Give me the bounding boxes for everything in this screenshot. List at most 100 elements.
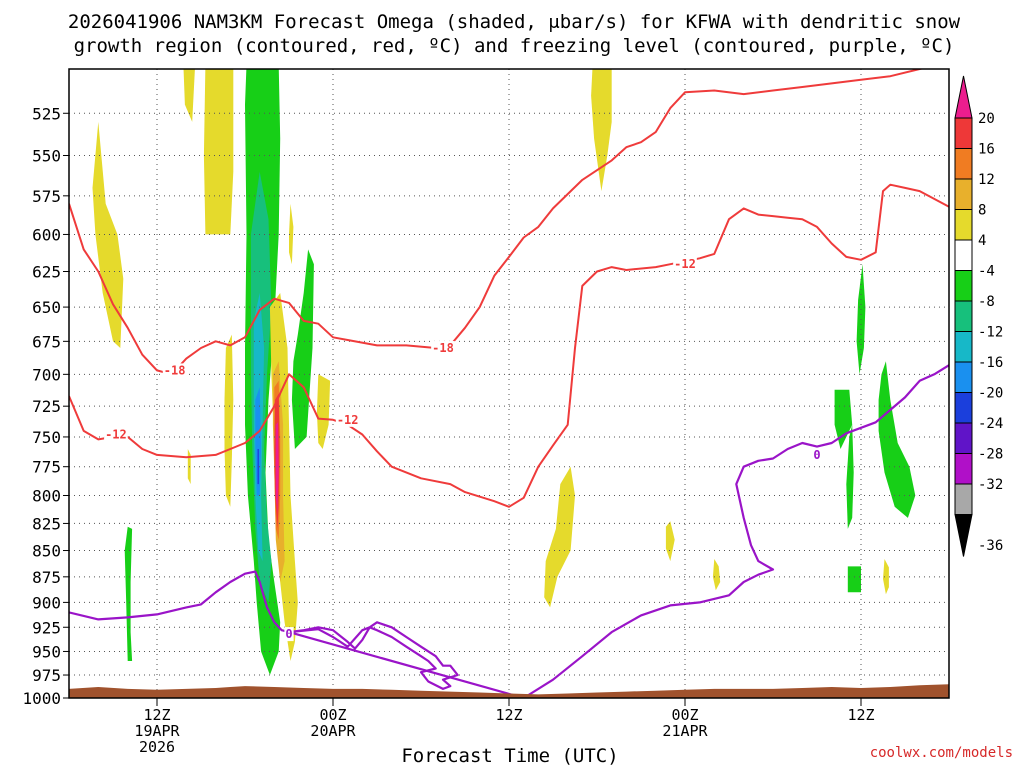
x-axis-label: Forecast Time (UTC) [401, 745, 618, 767]
x-tick-label: 12Z [143, 706, 170, 724]
chart-title-line1: 2026041906 NAM3KM Forecast Omega (shaded… [68, 11, 961, 33]
contour-label-background [812, 447, 822, 462]
contour-label-background [335, 412, 360, 427]
colorbar-tick-label: -28 [978, 447, 1003, 463]
omega-shading [92, 69, 916, 675]
colorbar-bin [954, 392, 973, 424]
y-tick-label: 700 [32, 365, 61, 384]
omega-shaded-region [289, 203, 294, 265]
colorbar-tick-label: 8 [978, 203, 986, 219]
y-tick-label: 925 [32, 618, 61, 637]
x-tick-label: 19APR [134, 722, 180, 740]
omega-shaded-region [291, 249, 314, 449]
x-tick-label: 00Z [671, 706, 698, 724]
colorbar-bin [954, 361, 973, 393]
colorbar-bottom-arrow [954, 514, 973, 557]
x-tick-label: 2026 [139, 738, 175, 756]
y-tick-label: 525 [32, 104, 61, 123]
y-tick-label: 800 [32, 487, 61, 506]
colorbar-tick-label: -8 [978, 294, 995, 310]
credit-text: coolwx.com/models [870, 745, 1013, 761]
colorbar-bin [954, 331, 973, 363]
y-tick-label: 675 [32, 332, 61, 351]
colorbar-tick-label: 4 [978, 233, 986, 249]
contour-label-background [431, 341, 455, 356]
colorbar-bin [954, 453, 973, 485]
omega-shaded-region [712, 559, 721, 591]
contour-labels: -18 -18 -12 -12 -12 0 0 [104, 257, 822, 642]
contour-dendritic [69, 183, 949, 508]
omega-shaded-region [275, 422, 279, 513]
y-tick-label: 625 [32, 262, 61, 281]
colorbar-bin [954, 209, 973, 241]
y-tick-label: 575 [32, 187, 61, 206]
colorbar: 20 16 12 8 4 -4 -8 -12 -16 -20 -24 -28 -32 -36 [954, 75, 1003, 557]
colorbar-tick-label: -4 [978, 264, 995, 280]
colorbar-tick-label: -16 [978, 355, 1003, 371]
colorbar-tick-label: 12 [978, 172, 995, 188]
contour-label: -18 [432, 341, 454, 355]
omega-shaded-region [255, 387, 262, 496]
y-tick-label: 875 [32, 568, 61, 587]
omega-shaded-region [92, 121, 124, 349]
colorbar-bin [954, 117, 973, 149]
colorbar-bin [954, 239, 973, 271]
y-tick-label: 1000 [22, 689, 61, 708]
x-tick-label: 12Z [847, 706, 874, 724]
contour-label: -18 [164, 363, 186, 377]
omega-shaded-region [846, 424, 854, 529]
chart-title-line2: growth region (contoured, red, ºC) and f… [74, 35, 955, 57]
terrain-fill [69, 684, 949, 698]
omega-shaded-region [847, 566, 861, 593]
colorbar-bin [954, 422, 973, 454]
omega-shaded-region [878, 361, 916, 518]
y-tick-label: 750 [32, 428, 61, 447]
y-tick-label: 550 [32, 146, 61, 165]
contour-label-background [673, 257, 697, 272]
colorbar-tick-label: 20 [978, 111, 995, 127]
y-tick-label: 725 [32, 397, 61, 416]
omega-shaded-region [834, 389, 853, 449]
y-tick-label: 850 [32, 542, 61, 561]
y-tick-label: 775 [32, 458, 61, 477]
plot-area [69, 69, 949, 698]
contour-freezing [69, 364, 949, 698]
y-tick-label: 900 [32, 593, 61, 612]
contour-dendritic [69, 69, 924, 376]
omega-shaded-region [124, 526, 133, 661]
colorbar-tick-label: -36 [978, 538, 1003, 554]
colorbar-tick-label: -20 [978, 386, 1003, 402]
omega-shaded-region [665, 521, 675, 562]
omega-shaded-region [203, 69, 234, 235]
contour-label: -12 [105, 428, 127, 442]
omega-shaded-region [183, 69, 195, 122]
y-tick-label: 650 [32, 298, 61, 317]
y-tick-label: 950 [32, 642, 61, 661]
x-tick-label: 00Z [319, 706, 346, 724]
colorbar-tick-label: -24 [978, 416, 1003, 432]
colorbar-bin [954, 300, 973, 332]
contour-label: 0 [285, 627, 292, 641]
y-tick-label: 975 [32, 666, 61, 685]
colorbar-bin [954, 148, 973, 180]
omega-shaded-region [883, 559, 889, 595]
gridlines [69, 69, 949, 698]
y-axis: 525 550 575 600 625 650 675 700 725 750 775 800 825 8… [22, 104, 69, 708]
y-tick-label: 825 [32, 514, 61, 533]
colorbar-bin [954, 270, 973, 302]
omega-shaded-region [257, 449, 259, 485]
omega-shaded-region [224, 334, 234, 507]
contour-label: -12 [337, 413, 359, 427]
omega-shaded-region [316, 374, 331, 449]
colorbar-top-arrow [954, 75, 973, 119]
colorbar-bin [954, 178, 973, 210]
colorbar-bin [954, 483, 973, 515]
x-tick-label: 20APR [310, 722, 356, 740]
contour-label: -12 [674, 257, 696, 271]
y-tick-label: 600 [32, 225, 61, 244]
x-tick-label: 12Z [495, 706, 522, 724]
contour-label-background [284, 627, 294, 642]
contour-label: 0 [813, 448, 820, 462]
